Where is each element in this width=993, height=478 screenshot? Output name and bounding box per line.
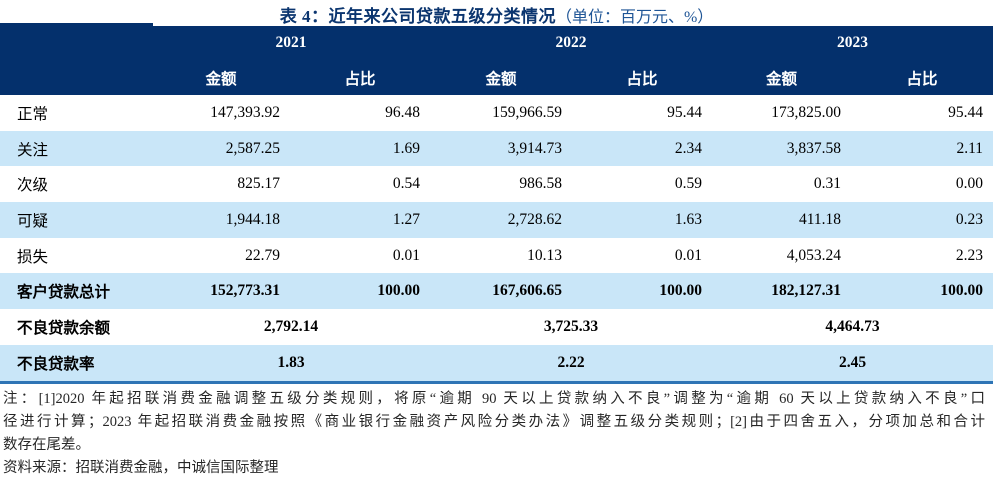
value-cell: 159,966.59 <box>492 103 562 121</box>
table-bottom-rule <box>0 380 993 384</box>
header-empty-cell <box>0 26 152 60</box>
value-cell: 173,825.00 <box>771 103 841 121</box>
header-amount-2021: 金额 <box>152 60 290 95</box>
value-cell: 0.23 <box>955 210 983 228</box>
value-cell: 2,587.25 <box>225 139 280 157</box>
table-row: 客户贷款总计 152,773.31 100.00 167,606.65 100.00 18… <box>0 273 993 310</box>
table-row: 不良贷款余额 2,792.14 3,725.33 4,464.73 <box>0 309 993 345</box>
value-cell: 0.01 <box>392 246 420 264</box>
header-amount-2022: 金额 <box>430 60 572 95</box>
value-cell: 100.00 <box>659 282 702 300</box>
merged-value-cell: 3,725.33 <box>543 317 599 335</box>
row-label: 次级 <box>17 177 49 195</box>
header-share-2022: 占比 <box>572 60 712 95</box>
loan-classification-table: 2021 2022 2023 金额 占比 金额 占比 金额 占比 正常 147,3… <box>0 26 993 381</box>
value-cell: 96.48 <box>385 103 420 121</box>
value-cell: 152,773.31 <box>210 282 280 300</box>
value-cell: 100.00 <box>940 282 983 300</box>
row-label: 关注 <box>17 141 49 159</box>
table-body: 正常 147,393.92 96.48 159,966.59 95.44 173,825.… <box>0 95 993 381</box>
value-cell: 0.01 <box>674 246 702 264</box>
header-year-2022: 2022 <box>430 26 712 60</box>
merged-value-cell: 2.22 <box>557 353 585 371</box>
table-row: 正常 147,393.92 96.48 159,966.59 95.44 173,825.… <box>0 95 993 131</box>
merged-value-cell: 1.83 <box>277 353 305 371</box>
row-label: 客户贷款总计 <box>17 284 111 302</box>
table-row: 损失 22.79 0.01 10.13 0.01 4,053.24 2.23 <box>0 238 993 274</box>
note-line: 数存在尾差。 <box>3 436 90 453</box>
title-underline-segment <box>0 23 153 27</box>
value-cell: 1,944.18 <box>225 210 280 228</box>
row-label: 正常 <box>17 105 49 123</box>
value-cell: 1.63 <box>674 210 702 228</box>
row-label: 可疑 <box>17 212 49 230</box>
value-cell: 2.11 <box>956 139 983 157</box>
merged-value-cell: 2.45 <box>838 353 867 371</box>
header-year-row: 2021 2022 2023 <box>0 26 993 60</box>
value-cell: 1.69 <box>392 139 420 157</box>
value-cell: 1.27 <box>392 210 420 228</box>
value-cell: 147,393.92 <box>210 103 280 121</box>
header-empty-cell <box>0 60 152 95</box>
value-cell: 825.17 <box>237 175 280 193</box>
value-cell: 986.58 <box>519 175 562 193</box>
table-header: 2021 2022 2023 金额 占比 金额 占比 金额 占比 <box>0 26 993 95</box>
value-cell: 182,127.31 <box>771 282 841 300</box>
row-label: 不良贷款率 <box>17 355 95 373</box>
value-cell: 0.00 <box>955 175 983 193</box>
table-title-text: 表 4：近年来公司贷款五级分类情况 <box>279 7 556 26</box>
table-row: 不良贷款率 1.83 2.22 2.45 <box>0 344 993 381</box>
value-cell: 3,837.58 <box>786 139 841 157</box>
note-line: 径进行计算；2023 年起招联消费金融按照《商业银行金融资产风险分类办法》调整五… <box>3 413 985 430</box>
table-row: 关注 2,587.25 1.69 3,914.73 2.34 3,837.58 2.11 <box>0 130 993 167</box>
value-cell: 22.79 <box>245 246 280 264</box>
value-cell: 3,914.73 <box>507 139 562 157</box>
header-amount-2023: 金额 <box>712 60 851 95</box>
note-line: 注：[1]2020 年起招联消费金融调整五级分类规则，将原“逾期 90 天以上贷… <box>3 390 985 407</box>
table-notes: 注：[1]2020 年起招联消费金融调整五级分类规则，将原“逾期 90 天以上贷… <box>0 384 993 478</box>
header-share-2023: 占比 <box>851 60 993 95</box>
value-cell: 100.00 <box>377 282 420 300</box>
header-share-2021: 占比 <box>290 60 430 95</box>
value-cell: 0.59 <box>674 175 702 193</box>
table-title-unit: （单位：百万元、%） <box>555 9 714 26</box>
value-cell: 411.18 <box>798 210 841 228</box>
header-year-2023: 2023 <box>712 26 993 60</box>
table-row: 可疑 1,944.18 1.27 2,728.62 1.63 411.18 0.23 <box>0 202 993 238</box>
source-line: 资料来源：招联消费金融，中诚信国际整理 <box>3 459 279 476</box>
value-cell: 95.44 <box>667 103 702 121</box>
table-title: 表 4：近年来公司贷款五级分类情况（单位：百万元、%） <box>0 0 993 26</box>
merged-value-cell: 2,792.14 <box>263 317 319 335</box>
header-subheader-row: 金额 占比 金额 占比 金额 占比 <box>0 60 993 95</box>
value-cell: 167,606.65 <box>492 282 562 300</box>
value-cell: 2.34 <box>674 139 702 157</box>
value-cell: 2,728.62 <box>507 210 562 228</box>
merged-value-cell: 4,464.73 <box>825 317 880 335</box>
value-cell: 95.44 <box>948 103 983 121</box>
row-label: 损失 <box>17 248 49 266</box>
value-cell: 10.13 <box>527 246 562 264</box>
header-year-2021: 2021 <box>152 26 430 60</box>
table-row: 次级 825.17 0.54 986.58 0.59 0.31 0.00 <box>0 166 993 202</box>
value-cell: 2.23 <box>955 246 983 264</box>
value-cell: 4,053.24 <box>786 246 841 264</box>
row-label: 不良贷款余额 <box>17 319 111 337</box>
value-cell: 0.31 <box>813 175 841 193</box>
value-cell: 0.54 <box>392 175 420 193</box>
